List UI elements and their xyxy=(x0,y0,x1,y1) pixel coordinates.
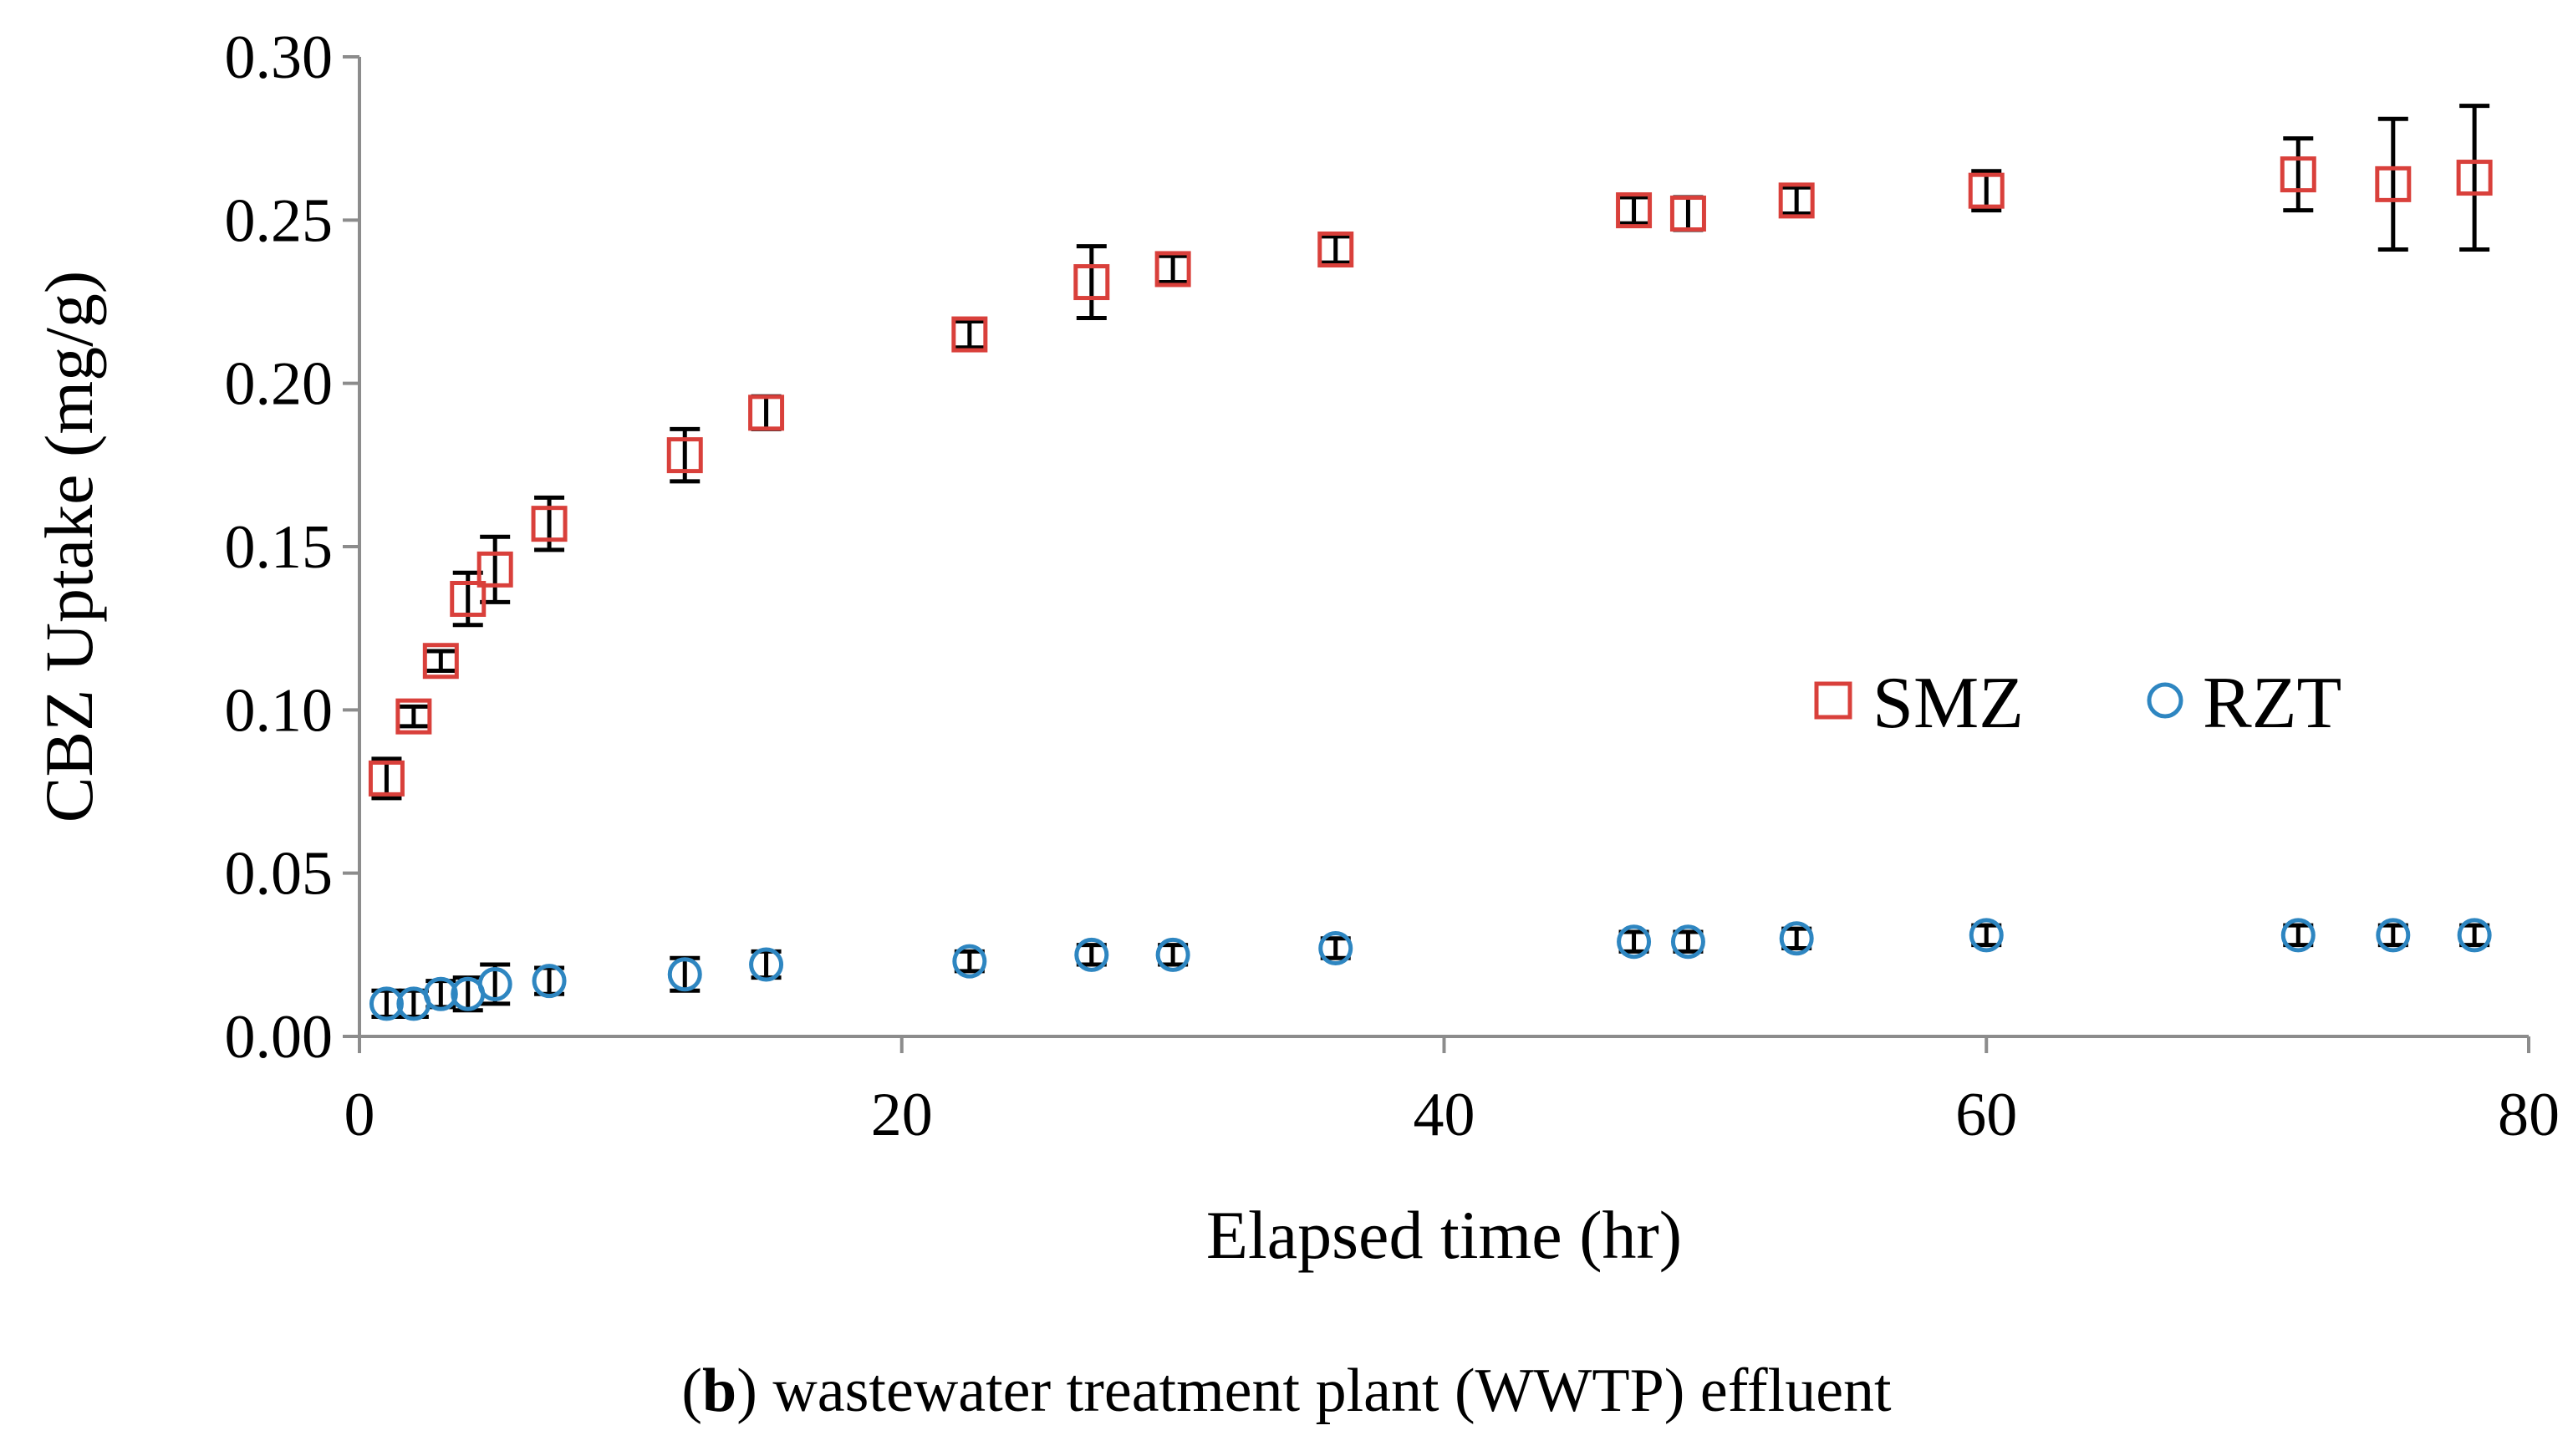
rzt-error-bar xyxy=(1971,923,2002,948)
smz-point xyxy=(666,437,703,474)
smz-error-bar xyxy=(534,495,565,552)
rzt-error-bar xyxy=(2377,923,2408,948)
rzt-error-bar xyxy=(1076,943,1107,967)
legend: SMZ RZT xyxy=(1814,663,2341,744)
smz-point xyxy=(1669,196,1706,232)
smz-point xyxy=(422,643,459,680)
x-tick-label: 0 xyxy=(344,1081,375,1149)
smz-error-bar xyxy=(2283,136,2314,213)
smz-point xyxy=(2375,165,2412,202)
smz-point xyxy=(368,760,405,797)
x-tick-label: 40 xyxy=(1414,1081,1475,1149)
y-axis-title: CBZ Uptake (mg/g) xyxy=(31,271,107,822)
figure-caption: (b) wastewater treatment plant (WWTP) ef… xyxy=(0,1356,2573,1427)
smz-point xyxy=(748,395,785,431)
smz-error-bar xyxy=(1158,253,1189,285)
smz-point xyxy=(1073,264,1110,301)
rzt-point xyxy=(1318,931,1353,966)
y-tick-label: 0.25 xyxy=(225,186,334,255)
smz-point xyxy=(2456,160,2493,196)
smz-error-bar xyxy=(670,426,701,484)
x-axis-title: Elapsed time (hr) xyxy=(1206,1197,1682,1273)
smz-point xyxy=(450,581,487,618)
smz-point xyxy=(1778,182,1815,219)
rzt-error-bar xyxy=(954,949,985,974)
smz-point xyxy=(951,316,988,353)
legend-smz-marker xyxy=(1814,681,1852,720)
rzt-error-bar xyxy=(2283,923,2314,948)
chart: 0.00 0.05 0.10 0.15 0.20 0.25 0.30 0 20 40 60 80 E… xyxy=(31,23,2560,1273)
y-axis-ticks: 0.00 0.05 0.10 0.15 0.20 0.25 0.30 xyxy=(225,23,359,1072)
y-tick-label: 0.05 xyxy=(225,840,334,909)
smz-error-bar xyxy=(398,704,429,729)
x-tick-label: 20 xyxy=(871,1081,933,1149)
smz-error-bar xyxy=(1673,195,1704,232)
y-tick-label: 0.00 xyxy=(225,1003,334,1072)
legend-rzt-marker xyxy=(2147,682,2183,719)
smz-error-bar xyxy=(1320,234,1351,265)
caption-letter: b xyxy=(702,1357,737,1425)
rzt-point xyxy=(2376,918,2411,953)
y-tick-label: 0.15 xyxy=(225,513,334,582)
smz-error-bar xyxy=(954,318,985,350)
smz-point xyxy=(531,506,568,542)
legend-rzt-label: RZT xyxy=(2203,663,2341,744)
rzt-error-bar xyxy=(1320,936,1351,960)
y-tick-label: 0.30 xyxy=(225,23,334,92)
rzt-error-bar xyxy=(1781,926,1812,951)
smz-point xyxy=(395,698,432,735)
y-tick-label: 0.10 xyxy=(225,676,334,745)
smz-error-bar xyxy=(371,756,402,801)
rzt-point xyxy=(369,986,404,1021)
smz-point xyxy=(1616,192,1653,229)
rzt-point xyxy=(1155,937,1190,972)
x-axis-ticks: 0 20 40 60 80 xyxy=(344,1036,2560,1149)
rzt-point xyxy=(1779,921,1814,956)
smz-point xyxy=(1317,231,1354,267)
error-bars xyxy=(371,104,2490,1020)
rzt-point xyxy=(1969,918,2004,953)
rzt-point xyxy=(477,966,512,1001)
rzt-error-bar xyxy=(2459,923,2490,948)
x-tick-label: 60 xyxy=(1955,1081,2017,1149)
caption-open-paren: ( xyxy=(681,1357,703,1425)
smz-error-bar xyxy=(751,394,782,431)
rzt-point xyxy=(532,964,567,999)
rzt-error-bar xyxy=(1673,929,1704,954)
x-tick-label: 80 xyxy=(2498,1081,2560,1149)
smz-error-bar xyxy=(1971,169,2002,213)
smz-error-bar xyxy=(425,649,456,673)
y-tick-label: 0.20 xyxy=(225,350,334,419)
rzt-point xyxy=(1074,937,1109,972)
legend-smz-label: SMZ xyxy=(1872,663,2024,744)
smz-point xyxy=(476,551,513,588)
rzt-point xyxy=(952,944,987,979)
smz-point xyxy=(2280,156,2316,193)
smz-error-bar xyxy=(1618,195,1649,226)
rzt-point xyxy=(1670,924,1705,960)
rzt-point xyxy=(749,947,784,982)
data-points xyxy=(368,156,2493,1021)
rzt-point xyxy=(2457,918,2492,953)
rzt-point xyxy=(2280,918,2316,953)
rzt-error-bar xyxy=(1618,929,1649,954)
smz-point xyxy=(1154,251,1191,288)
rzt-point xyxy=(1617,924,1652,960)
rzt-error-bar xyxy=(1158,943,1189,967)
caption-text: ) wastewater treatment plant (WWTP) effl… xyxy=(736,1357,1892,1425)
smz-point xyxy=(1968,172,2005,209)
rzt-point xyxy=(667,957,702,992)
smz-error-bar xyxy=(2459,104,2490,252)
rzt-point xyxy=(423,976,458,1011)
smz-error-bar xyxy=(2377,116,2408,252)
smz-error-bar xyxy=(1781,185,1812,216)
smz-error-bar xyxy=(1076,244,1107,321)
